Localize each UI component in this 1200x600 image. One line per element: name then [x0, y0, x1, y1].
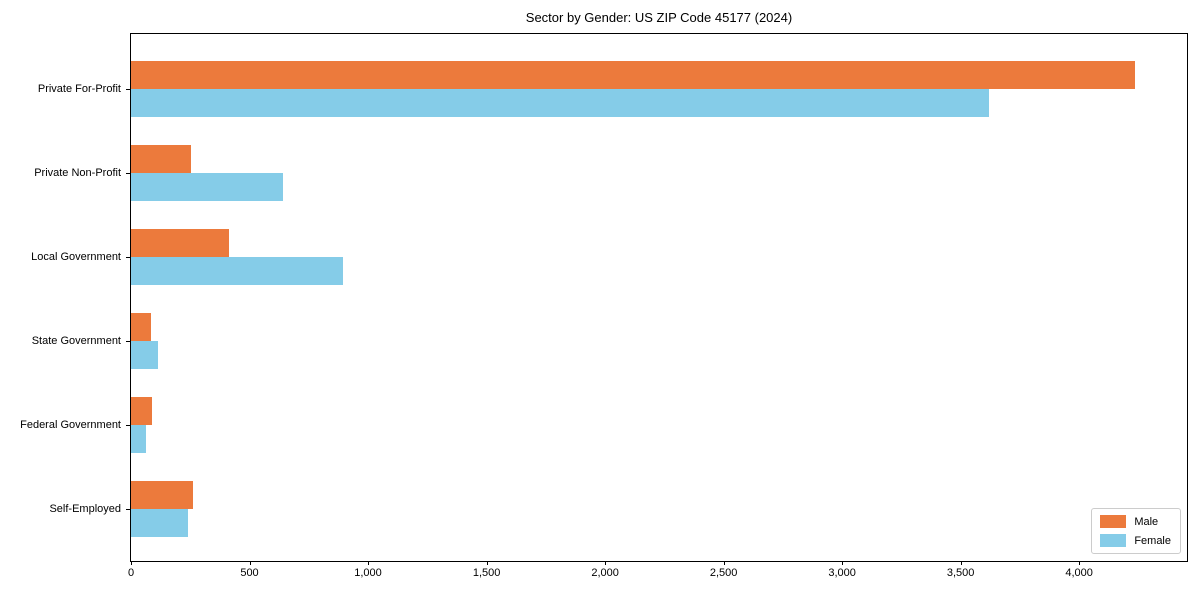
bar-male-private-for-profit [131, 61, 1135, 89]
plot-area: Male Female [130, 33, 1188, 562]
x-tick-mark [368, 561, 369, 565]
y-tick-mark [126, 173, 130, 174]
y-tick-mark [126, 509, 130, 510]
bar-female-local-government [131, 257, 344, 285]
legend-item-female: Female [1100, 534, 1171, 547]
legend-item-male: Male [1100, 515, 1171, 528]
bar-male-federal-government [131, 397, 153, 425]
bar-female-self-employed [131, 509, 188, 537]
y-tick-mark [126, 425, 130, 426]
y-axis-label-state-government: State Government [31, 335, 121, 347]
y-axis-label-local-government: Local Government [31, 251, 121, 263]
x-tick-label-2-500: 2,500 [709, 567, 738, 579]
x-tick-label-500: 500 [240, 567, 259, 579]
x-tick-mark [131, 561, 132, 565]
legend-label-female: Female [1134, 534, 1171, 547]
legend-swatch-male [1100, 515, 1127, 528]
legend-label-male: Male [1134, 515, 1159, 528]
y-tick-mark [126, 341, 130, 342]
legend: Male Female [1091, 508, 1181, 554]
x-tick-label-2-000: 2,000 [591, 567, 619, 579]
x-tick-mark [842, 561, 844, 565]
bar-female-federal-government [131, 425, 147, 453]
bar-female-state-government [131, 341, 159, 369]
x-tick-mark [605, 561, 607, 565]
x-tick-mark [486, 561, 488, 565]
x-tick-label-3-000: 3,000 [828, 567, 856, 579]
x-tick-label-1-500: 1,500 [472, 567, 501, 579]
y-tick-mark [126, 257, 130, 258]
chart-title: Sector by Gender: US ZIP Code 45177 (202… [525, 10, 793, 25]
x-tick-label-0: 0 [127, 567, 135, 579]
x-tick-label-1-000: 1,000 [354, 567, 382, 579]
y-axis-label-private-non-profit: Private Non-Profit [34, 167, 121, 179]
bar-male-local-government [131, 229, 230, 257]
x-tick-mark [723, 561, 725, 565]
x-tick-mark [960, 561, 962, 565]
x-tick-mark [249, 561, 251, 565]
y-tick-mark [126, 89, 130, 90]
bar-male-state-government [131, 313, 152, 341]
y-axis-label-federal-government: Federal Government [20, 419, 121, 431]
x-axis: 0 500 1,000 1,500 2,000 2,500 3,000 3,500 4,000 [127, 561, 1187, 585]
x-tick-label-3-500: 3,500 [946, 567, 975, 579]
x-tick-mark [1079, 561, 1081, 565]
bar-male-private-non-profit [131, 145, 192, 173]
legend-swatch-female [1100, 534, 1127, 547]
y-axis-label-self-employed: Self-Employed [49, 503, 121, 515]
y-axis-label-private-for-profit: Private For-Profit [37, 83, 121, 95]
x-tick-label-4-000: 4,000 [1065, 567, 1093, 579]
bar-male-self-employed [131, 481, 193, 509]
bar-female-private-non-profit [131, 173, 283, 201]
bar-female-private-for-profit [131, 89, 990, 117]
